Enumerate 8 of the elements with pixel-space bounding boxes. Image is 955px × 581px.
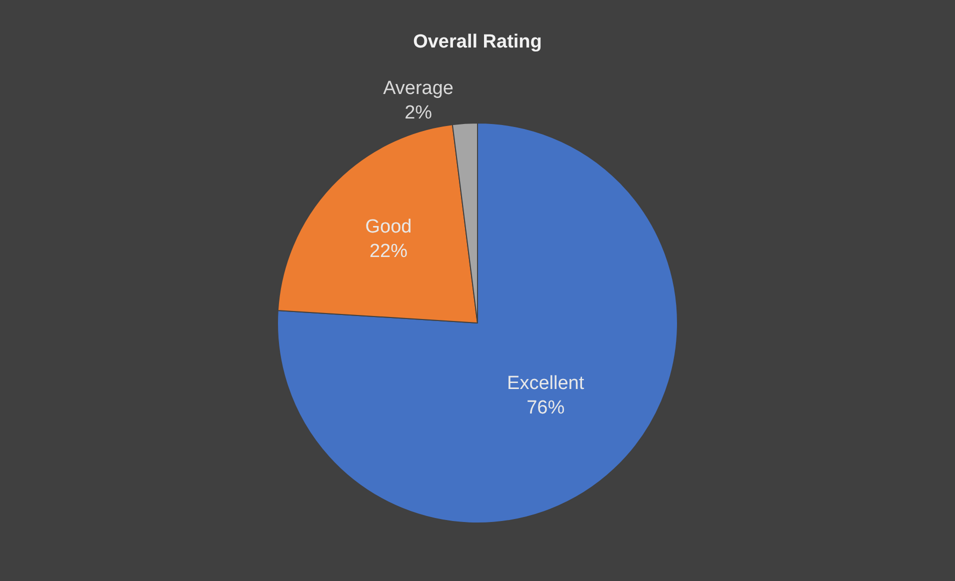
data-label: 2% [404,102,432,124]
slice-label: Excellent [507,373,585,394]
slice-label: Good [365,216,412,238]
data-label: 22% [369,241,408,262]
data-label: 76% [526,398,565,419]
chart-title: Overall Rating [413,31,542,52]
slice-label: Average [383,78,454,99]
pie-slice [277,122,678,524]
